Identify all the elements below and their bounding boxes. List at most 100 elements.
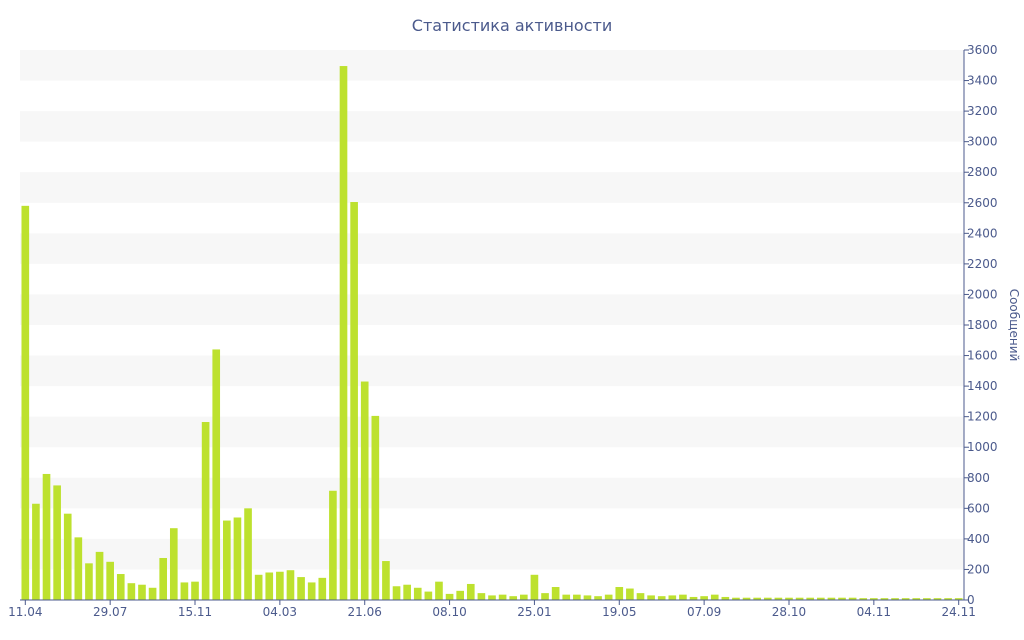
bar[interactable] <box>286 570 295 600</box>
bar[interactable] <box>223 520 231 600</box>
bar[interactable] <box>551 587 560 600</box>
bar[interactable] <box>32 503 40 600</box>
bar[interactable] <box>254 574 263 600</box>
bar[interactable] <box>244 508 252 600</box>
bar[interactable] <box>127 583 136 600</box>
bar[interactable] <box>297 577 305 600</box>
bar[interactable] <box>350 202 358 600</box>
bar[interactable] <box>360 381 369 600</box>
bar[interactable] <box>42 473 51 600</box>
x-tick-label: 29.07 <box>93 605 127 619</box>
bar[interactable] <box>233 517 242 601</box>
bar[interactable] <box>848 597 857 600</box>
bar[interactable] <box>626 588 634 600</box>
bar[interactable] <box>477 593 486 600</box>
bar[interactable] <box>710 594 719 600</box>
bar[interactable] <box>382 561 390 600</box>
bar[interactable] <box>573 594 581 600</box>
bar[interactable] <box>668 595 677 600</box>
bar[interactable] <box>562 594 571 600</box>
bar[interactable] <box>509 596 518 600</box>
bar[interactable] <box>721 596 730 600</box>
bar[interactable] <box>880 598 889 600</box>
bar[interactable] <box>191 581 199 600</box>
bar[interactable] <box>95 551 104 600</box>
x-tick-label: 07.09 <box>687 605 721 619</box>
bar[interactable] <box>806 597 815 600</box>
bar[interactable] <box>329 490 337 600</box>
bar[interactable] <box>85 563 93 600</box>
grid-band <box>20 172 964 203</box>
bar[interactable] <box>116 574 125 600</box>
bar[interactable] <box>933 598 942 600</box>
bar[interactable] <box>159 557 168 600</box>
bar[interactable] <box>541 593 549 600</box>
bar[interactable] <box>636 593 645 600</box>
bar[interactable] <box>742 597 751 600</box>
bar[interactable] <box>753 597 761 600</box>
bar[interactable] <box>307 582 316 600</box>
bar[interactable] <box>339 66 348 600</box>
bar[interactable] <box>466 583 475 600</box>
bar[interactable] <box>371 415 380 600</box>
bar[interactable] <box>774 597 783 600</box>
bar[interactable] <box>679 594 687 600</box>
bar[interactable] <box>795 597 804 600</box>
bar[interactable] <box>657 596 666 600</box>
bar[interactable] <box>53 485 61 600</box>
bar[interactable] <box>827 597 836 600</box>
bar[interactable] <box>944 598 952 600</box>
bar[interactable] <box>763 597 772 600</box>
bar[interactable] <box>615 587 624 600</box>
bar[interactable] <box>445 593 454 600</box>
bar[interactable] <box>212 349 221 600</box>
bar[interactable] <box>530 574 539 600</box>
bar[interactable] <box>265 572 274 601</box>
bar[interactable] <box>594 596 602 600</box>
bar[interactable] <box>647 595 655 600</box>
bar[interactable] <box>901 598 910 600</box>
x-tick-label: 24.11 <box>942 605 976 619</box>
bar[interactable] <box>21 205 30 601</box>
bar[interactable] <box>912 598 921 600</box>
bar[interactable] <box>859 598 868 600</box>
y-tick-label: 2800 <box>967 165 998 179</box>
bar[interactable] <box>424 591 433 600</box>
y-tick-label: 3000 <box>967 135 998 149</box>
bar[interactable] <box>318 577 327 600</box>
bar[interactable] <box>816 597 825 600</box>
bar[interactable] <box>732 597 740 600</box>
bar[interactable] <box>403 584 411 600</box>
bar[interactable] <box>276 571 284 600</box>
bar[interactable] <box>604 594 613 600</box>
bar[interactable] <box>169 528 178 600</box>
x-tick-label: 19.05 <box>602 605 636 619</box>
bar[interactable] <box>785 597 793 600</box>
y-tick-label: 0 <box>967 593 975 607</box>
y-tick-label: 2400 <box>967 226 998 240</box>
bar[interactable] <box>392 586 401 600</box>
bar[interactable] <box>838 597 846 600</box>
bar[interactable] <box>413 587 422 600</box>
bar[interactable] <box>498 594 507 600</box>
bar[interactable] <box>954 598 963 600</box>
bar[interactable] <box>870 598 878 600</box>
bar[interactable] <box>488 595 496 600</box>
bar[interactable] <box>583 595 592 600</box>
bar[interactable] <box>700 596 708 600</box>
bar[interactable] <box>520 594 528 600</box>
bar[interactable] <box>689 596 698 600</box>
bar[interactable] <box>456 590 464 600</box>
bar[interactable] <box>201 422 210 600</box>
bar[interactable] <box>106 561 114 600</box>
bar[interactable] <box>891 598 899 600</box>
x-tick-label: 28.10 <box>772 605 806 619</box>
bar[interactable] <box>923 598 931 600</box>
bar[interactable] <box>63 513 72 600</box>
bar[interactable] <box>180 582 189 600</box>
y-tick-label: 3600 <box>967 43 998 57</box>
bar[interactable] <box>138 584 146 600</box>
bar[interactable] <box>435 581 443 600</box>
bar[interactable] <box>148 587 157 600</box>
bar[interactable] <box>74 537 83 600</box>
